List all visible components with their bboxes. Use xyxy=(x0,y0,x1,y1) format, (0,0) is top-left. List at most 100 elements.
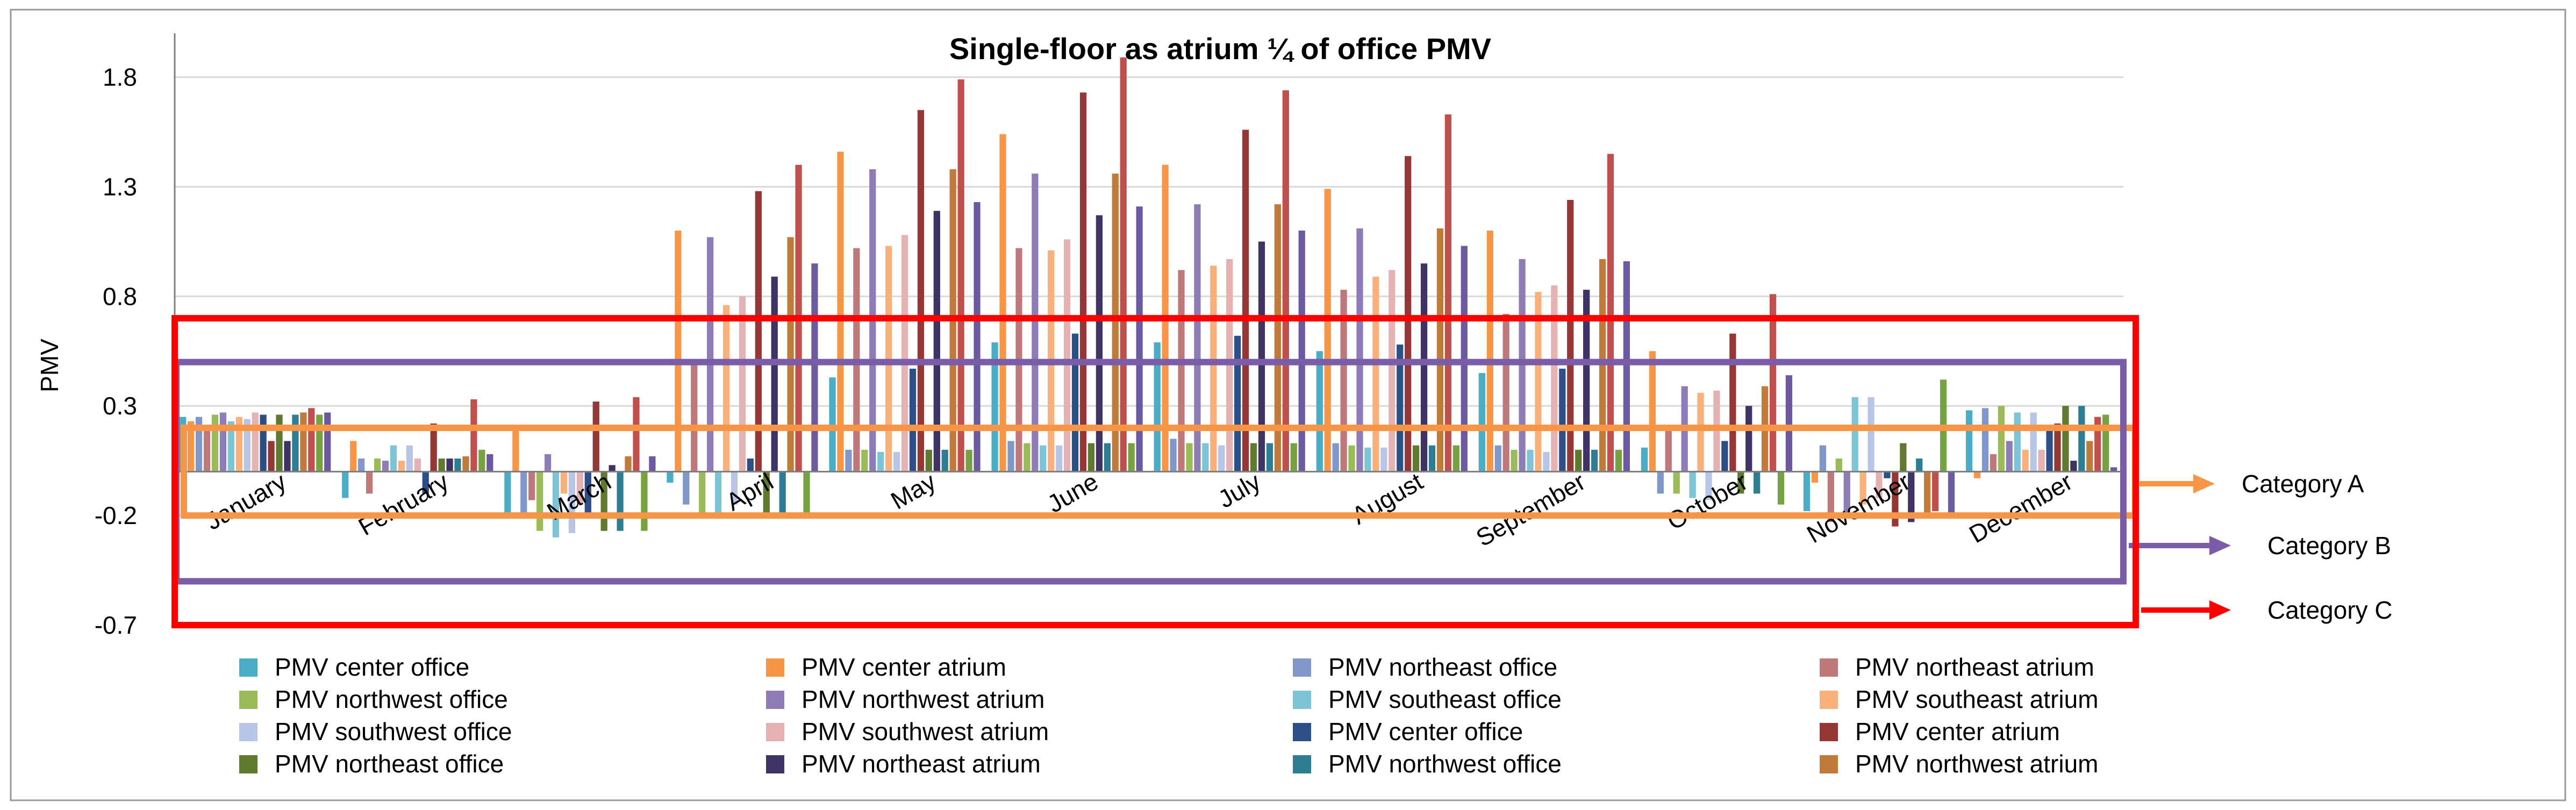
bar xyxy=(1104,443,1111,472)
legend-entry: PMV northwest office xyxy=(1293,750,1562,778)
bar xyxy=(1112,173,1119,472)
bar xyxy=(512,428,519,472)
bar xyxy=(722,305,730,472)
bar xyxy=(901,235,908,472)
series-12 xyxy=(268,92,2061,527)
bar xyxy=(1884,471,1891,478)
bar xyxy=(699,471,706,516)
legend-swatch xyxy=(766,691,784,709)
bar xyxy=(1186,443,1193,472)
bar xyxy=(252,412,259,472)
bar xyxy=(1372,276,1379,472)
legend-label: PMV northwest office xyxy=(1328,750,1562,778)
bar xyxy=(1599,259,1606,472)
bar xyxy=(877,451,884,472)
bar xyxy=(1397,345,1404,472)
legend-label: PMV southeast office xyxy=(1328,685,1562,713)
legend-entry: PMV southeast atrium xyxy=(1820,685,2099,713)
bar xyxy=(1851,397,1858,472)
bar xyxy=(1559,368,1566,472)
bar xyxy=(811,263,818,472)
bar xyxy=(1965,410,1973,472)
bar xyxy=(1380,447,1387,472)
bar xyxy=(592,402,599,472)
bar xyxy=(342,471,349,498)
bar xyxy=(1348,445,1355,472)
legend-entry: PMV center atrium xyxy=(1820,718,2060,746)
bar xyxy=(1007,441,1014,472)
legend-swatch xyxy=(239,658,257,677)
bar xyxy=(1436,228,1444,472)
bar xyxy=(625,456,632,472)
bar xyxy=(649,456,656,472)
band-arrow-head xyxy=(2209,536,2231,555)
bar xyxy=(1511,449,1518,472)
bar xyxy=(486,454,493,472)
legend-swatch xyxy=(239,723,257,741)
bar xyxy=(1202,443,1209,472)
bar xyxy=(1607,154,1614,472)
bar xyxy=(1811,471,1819,483)
bar xyxy=(358,458,365,472)
legend-label: PMV northeast atrium xyxy=(1855,653,2094,681)
bar xyxy=(763,471,770,516)
legend-entry: PMV center office xyxy=(1293,718,1523,746)
bar xyxy=(478,449,485,472)
bar xyxy=(691,362,698,472)
bar xyxy=(1859,471,1866,505)
bar xyxy=(1641,447,1648,472)
comfort-bands: Category A Category B Category C xyxy=(171,315,2393,628)
bar xyxy=(470,399,477,472)
bar xyxy=(300,412,307,472)
band-label: Category C xyxy=(2267,596,2393,624)
bar xyxy=(244,419,251,472)
series-7 xyxy=(227,397,2021,537)
legend-label: PMV center atrium xyxy=(1855,718,2060,746)
bar xyxy=(885,246,892,472)
bar xyxy=(779,471,786,516)
bar xyxy=(909,368,917,472)
bar xyxy=(1689,471,1696,498)
y-tick-label: 0.3 xyxy=(103,392,137,420)
bar xyxy=(1803,471,1811,511)
bar xyxy=(1096,215,1103,472)
bar xyxy=(1519,259,1526,472)
bar xyxy=(1835,458,1842,472)
legend-swatch xyxy=(1820,755,1838,773)
bar xyxy=(1697,392,1704,472)
bar xyxy=(747,458,754,472)
bar xyxy=(1673,471,1680,494)
bar xyxy=(1356,228,1363,472)
bar xyxy=(276,414,283,472)
bar xyxy=(1575,449,1582,472)
bar xyxy=(1729,333,1736,472)
bar xyxy=(211,414,219,472)
series-11 xyxy=(260,333,2053,516)
bar xyxy=(203,428,211,472)
bar xyxy=(1916,458,1923,472)
bar xyxy=(576,471,583,505)
bar xyxy=(1056,445,1063,472)
bar xyxy=(1250,443,1257,472)
bar xyxy=(1494,445,1501,472)
bar xyxy=(374,458,381,472)
bar xyxy=(520,471,527,516)
bar xyxy=(933,211,940,472)
legend: PMV center office PMV center atrium PMV no… xyxy=(239,653,2099,778)
bar xyxy=(917,110,925,472)
bar xyxy=(560,471,568,494)
legend-entry: PMV southeast office xyxy=(1293,685,1562,713)
bar xyxy=(771,276,778,472)
bar xyxy=(422,471,429,494)
bar xyxy=(2006,441,2013,472)
bar xyxy=(1777,471,1785,505)
bar xyxy=(2110,467,2117,472)
bar xyxy=(308,408,315,472)
chart-title: Single-floor as atrium ¼ of office PMV xyxy=(949,32,1491,66)
bar xyxy=(1420,263,1428,472)
bar xyxy=(1290,443,1297,472)
bar xyxy=(2062,406,2069,472)
legend-label: PMV center office xyxy=(275,653,469,681)
bar xyxy=(1990,454,1997,472)
legend-label: PMV northwest atrium xyxy=(802,685,1044,713)
